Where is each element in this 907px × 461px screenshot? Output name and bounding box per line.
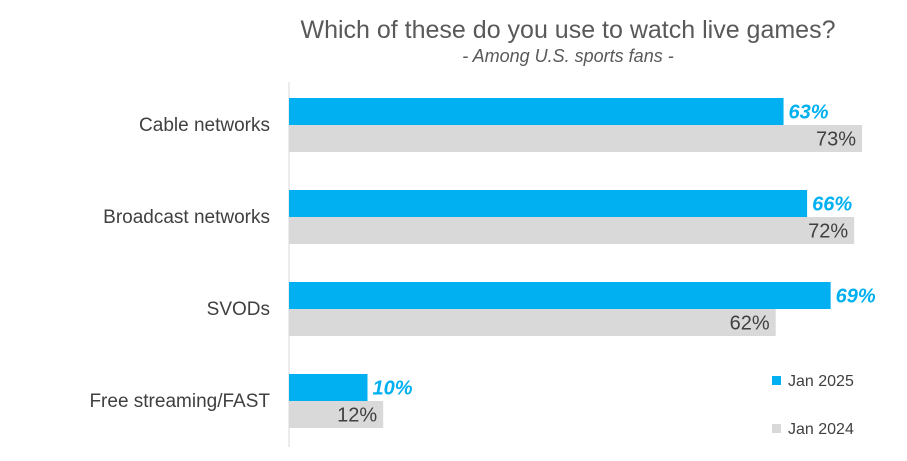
bars-layer <box>289 98 863 428</box>
legend-swatch <box>772 376 781 385</box>
data-label-jan-2025: 63% <box>789 102 829 124</box>
bar-jan-2025 <box>289 190 808 217</box>
chart-title: Which of these do you use to watch live … <box>300 16 835 44</box>
category-label: Free streaming/FAST <box>89 391 270 412</box>
category-label: SVODs <box>207 299 270 320</box>
bar-jan-2025 <box>289 374 368 401</box>
bar-jan-2024 <box>289 125 863 152</box>
legend: Jan 2025 Jan 2024 <box>772 373 854 438</box>
data-label-jan-2025: 66% <box>812 194 852 216</box>
data-label-jan-2025: 69% <box>836 286 876 308</box>
legend-label: Jan 2024 <box>788 421 854 438</box>
data-label-jan-2025: 10% <box>373 378 413 400</box>
bar-jan-2024 <box>289 401 384 428</box>
legend-label: Jan 2025 <box>788 373 854 390</box>
bar-jan-2024 <box>289 309 776 336</box>
bar-jan-2025 <box>289 282 831 309</box>
bar-jan-2024 <box>289 217 855 244</box>
data-label-jan-2024: 72% <box>808 221 848 243</box>
bar-jan-2025 <box>289 98 784 125</box>
data-label-jan-2024: 73% <box>816 129 856 151</box>
category-label: Cable networks <box>139 115 270 136</box>
chart-subtitle: - Among U.S. sports fans - <box>462 46 673 66</box>
data-label-jan-2024: 62% <box>730 313 770 335</box>
labels-layer: Cable networks 63% 73% Broadcast networks 66… <box>89 102 875 427</box>
legend-swatch <box>772 424 781 433</box>
data-label-jan-2024: 12% <box>337 405 377 427</box>
category-label: Broadcast networks <box>103 207 270 228</box>
